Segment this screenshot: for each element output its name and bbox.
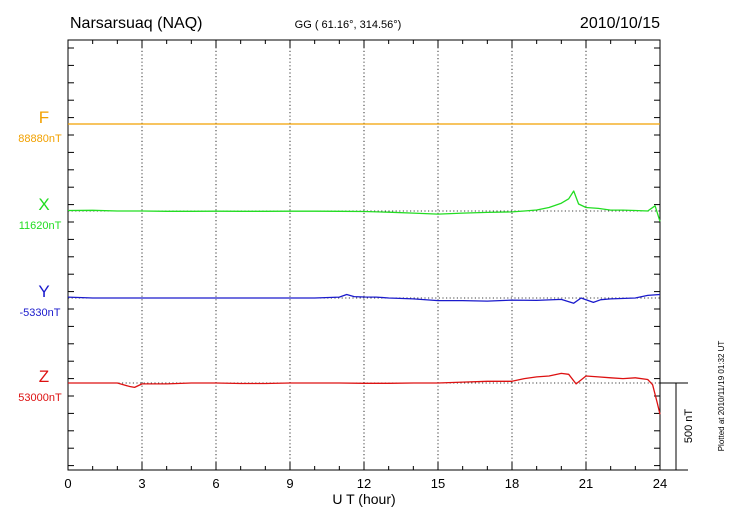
series-baseline-y: -5330nT xyxy=(20,307,61,319)
x-tick-labels: 0 3 6 9 12 15 18 21 24 xyxy=(64,476,667,491)
x-tick-label: 3 xyxy=(138,476,145,491)
series-name-f: F xyxy=(39,108,49,127)
x-tick-label: 18 xyxy=(505,476,519,491)
series-baseline-x: 11620nT xyxy=(19,220,62,232)
x-tick-label: 0 xyxy=(64,476,71,491)
x-tick-label: 9 xyxy=(286,476,293,491)
date-label: 2010/10/15 xyxy=(580,15,660,32)
x-tick-label: 15 xyxy=(431,476,445,491)
grid-lines xyxy=(141,40,587,470)
plotted-timestamp: Plotted at 2010/11/19 01:32 UT xyxy=(717,341,726,452)
x-tick-label: 12 xyxy=(357,476,371,491)
x-tick-label: 6 xyxy=(212,476,219,491)
series-line-x xyxy=(67,190,661,222)
series-labels: F 88880nT X 11620nT Y -5330nT Z 53000nT xyxy=(18,108,62,404)
axis-ticks xyxy=(67,40,661,470)
series-lines xyxy=(67,123,661,415)
series-name-x: X xyxy=(38,195,49,214)
series-name-y: Y xyxy=(38,282,49,301)
series-baseline-f: 88880nT xyxy=(18,133,62,145)
series-baseline-z: 53000nT xyxy=(18,392,62,404)
coordinates-label: GG ( 61.16°, 314.56°) xyxy=(295,19,402,31)
x-tick-label: 24 xyxy=(653,476,667,491)
scale-bar: 500 nT xyxy=(660,382,695,471)
scale-bar-label: 500 nT xyxy=(683,409,695,444)
series-line-z xyxy=(68,372,661,415)
series-name-z: Z xyxy=(39,367,49,386)
x-axis-label: U T (hour) xyxy=(332,491,395,507)
x-tick-label: 21 xyxy=(579,476,593,491)
station-title: Narsarsuaq (NAQ) xyxy=(70,15,202,32)
series-line-y xyxy=(67,293,661,304)
plot-frame xyxy=(67,39,661,471)
